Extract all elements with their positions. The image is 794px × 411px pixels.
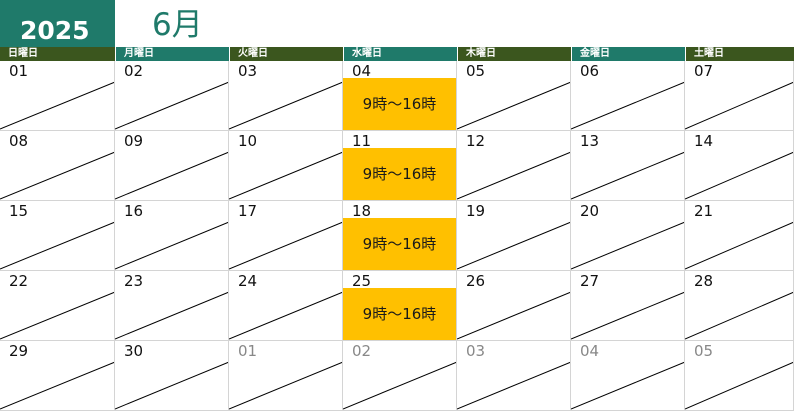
day-cell[interactable]: 21 xyxy=(685,201,794,271)
day-number: 29 xyxy=(9,342,29,360)
day-cell[interactable]: 26 xyxy=(457,271,571,341)
day-number: 05 xyxy=(694,342,714,360)
day-cell[interactable]: 04 9時～16時 xyxy=(343,61,457,131)
weekday-header: 金曜日 xyxy=(572,47,685,61)
day-number: 02 xyxy=(352,342,372,360)
month-title: 6月 xyxy=(152,7,203,43)
day-number: 23 xyxy=(124,272,144,290)
day-cell[interactable]: 19 xyxy=(457,201,571,271)
weekday-header: 月曜日 xyxy=(116,47,229,61)
day-cell[interactable]: 05 xyxy=(685,341,794,411)
day-cell[interactable]: 17 xyxy=(229,201,343,271)
day-cell[interactable]: 10 xyxy=(229,131,343,201)
event-block[interactable]: 9時～16時 xyxy=(343,148,456,200)
day-number: 09 xyxy=(124,132,144,150)
day-cell[interactable]: 30 xyxy=(115,341,229,411)
year-box: 2025 xyxy=(0,0,115,47)
day-cell[interactable]: 14 xyxy=(685,131,794,201)
day-cell[interactable]: 05 xyxy=(457,61,571,131)
event-block[interactable]: 9時～16時 xyxy=(343,288,456,340)
day-cell[interactable]: 01 xyxy=(0,61,115,131)
day-number: 28 xyxy=(694,272,714,290)
day-number: 12 xyxy=(466,132,486,150)
weekday-header: 日曜日 xyxy=(0,47,115,61)
day-cell[interactable]: 03 xyxy=(229,61,343,131)
day-number: 22 xyxy=(9,272,29,290)
day-cell[interactable]: 29 xyxy=(0,341,115,411)
day-number: 24 xyxy=(238,272,258,290)
day-number: 08 xyxy=(9,132,29,150)
day-cell[interactable]: 08 xyxy=(0,131,115,201)
day-number: 20 xyxy=(580,202,600,220)
day-number: 10 xyxy=(238,132,258,150)
day-number: 26 xyxy=(466,272,486,290)
weekday-header: 木曜日 xyxy=(458,47,571,61)
day-number: 15 xyxy=(9,202,29,220)
day-number: 07 xyxy=(694,62,714,80)
day-number: 04 xyxy=(580,342,600,360)
day-cell[interactable]: 07 xyxy=(685,61,794,131)
day-number: 04 xyxy=(352,62,372,80)
event-block[interactable]: 9時～16時 xyxy=(343,78,456,130)
day-cell[interactable]: 03 xyxy=(457,341,571,411)
day-number: 14 xyxy=(694,132,714,150)
day-cell[interactable]: 02 xyxy=(343,341,457,411)
day-number: 05 xyxy=(466,62,486,80)
day-cell[interactable]: 12 xyxy=(457,131,571,201)
day-number: 19 xyxy=(466,202,486,220)
day-cell[interactable]: 22 xyxy=(0,271,115,341)
day-number: 16 xyxy=(124,202,144,220)
day-number: 06 xyxy=(580,62,600,80)
day-number: 03 xyxy=(238,62,258,80)
day-cell[interactable]: 06 xyxy=(571,61,685,131)
day-number: 03 xyxy=(466,342,486,360)
day-number: 17 xyxy=(238,202,258,220)
day-cell[interactable]: 16 xyxy=(115,201,229,271)
day-number: 01 xyxy=(9,62,29,80)
day-number: 11 xyxy=(352,132,372,150)
day-number: 21 xyxy=(694,202,714,220)
day-number: 13 xyxy=(580,132,600,150)
day-cell[interactable]: 15 xyxy=(0,201,115,271)
weekday-header: 火曜日 xyxy=(230,47,343,61)
day-cell[interactable]: 27 xyxy=(571,271,685,341)
day-cell[interactable]: 18 9時～16時 xyxy=(343,201,457,271)
event-block[interactable]: 9時～16時 xyxy=(343,218,456,270)
day-cell[interactable]: 01 xyxy=(229,341,343,411)
day-cell[interactable]: 09 xyxy=(115,131,229,201)
day-cell[interactable]: 02 xyxy=(115,61,229,131)
day-number: 02 xyxy=(124,62,144,80)
weekday-header: 土曜日 xyxy=(686,47,794,61)
weekday-header: 水曜日 xyxy=(344,47,457,61)
day-cell[interactable]: 13 xyxy=(571,131,685,201)
day-cell[interactable]: 11 9時～16時 xyxy=(343,131,457,201)
day-cell[interactable]: 23 xyxy=(115,271,229,341)
day-number: 30 xyxy=(124,342,144,360)
day-number: 25 xyxy=(352,272,372,290)
day-cell[interactable]: 25 9時～16時 xyxy=(343,271,457,341)
calendar-grid: 日曜日 月曜日 火曜日 水曜日 木曜日 金曜日 土曜日 01 02 03 04 9時～16時 05 06 0… xyxy=(0,47,794,411)
day-number: 01 xyxy=(238,342,258,360)
day-cell[interactable]: 28 xyxy=(685,271,794,341)
day-cell[interactable]: 24 xyxy=(229,271,343,341)
day-number: 27 xyxy=(580,272,600,290)
day-number: 18 xyxy=(352,202,372,220)
day-cell[interactable]: 20 xyxy=(571,201,685,271)
day-cell[interactable]: 04 xyxy=(571,341,685,411)
